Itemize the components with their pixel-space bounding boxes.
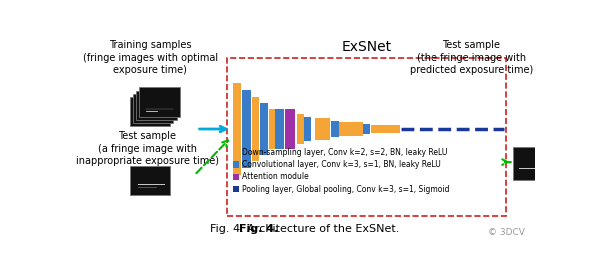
Text: Pooling layer, Global pooling, Conv k=3, s=1, Sigmoid: Pooling layer, Global pooling, Conv k=3,… <box>242 185 450 194</box>
Text: © 3DCV: © 3DCV <box>488 228 525 237</box>
FancyBboxPatch shape <box>130 166 170 195</box>
Bar <box>285 109 295 149</box>
Bar <box>331 121 339 138</box>
Bar <box>227 58 506 216</box>
Bar <box>269 109 276 149</box>
Text: Fig. 4. Architecture of the ExSNet.: Fig. 4. Architecture of the ExSNet. <box>210 224 399 234</box>
Bar <box>275 109 285 149</box>
Bar <box>339 122 362 136</box>
Text: Convolutional layer, Conv k=3, s=1, BN, leaky ReLU: Convolutional layer, Conv k=3, s=1, BN, … <box>242 160 441 169</box>
Bar <box>233 161 239 168</box>
Text: Training samples
(fringe images with optimal
exposure time): Training samples (fringe images with opt… <box>83 40 218 75</box>
Text: Test sample
(a fringe image with
inappropriate exposure time): Test sample (a fringe image with inappro… <box>75 131 219 166</box>
Bar <box>260 103 268 155</box>
FancyBboxPatch shape <box>513 147 553 180</box>
Text: Down-sampling layer, Conv k=2, s=2, BN, leaky ReLU: Down-sampling layer, Conv k=2, s=2, BN, … <box>242 148 448 157</box>
Bar <box>233 174 239 180</box>
FancyBboxPatch shape <box>133 94 173 123</box>
FancyBboxPatch shape <box>130 97 170 126</box>
Bar <box>304 117 311 141</box>
Bar <box>252 97 260 161</box>
Text: Attention module: Attention module <box>242 172 309 181</box>
Bar <box>233 83 241 175</box>
FancyBboxPatch shape <box>140 87 179 117</box>
Bar <box>233 186 239 192</box>
Text: Test sample
(the fringe image with
predicted exposure time): Test sample (the fringe image with predi… <box>410 40 533 75</box>
Text: Fig. 4.: Fig. 4. <box>239 224 279 234</box>
Bar <box>233 149 239 155</box>
FancyBboxPatch shape <box>136 91 176 120</box>
Bar <box>371 125 400 133</box>
Bar <box>364 124 370 134</box>
Bar <box>297 114 304 144</box>
Text: ExSNet: ExSNet <box>342 40 391 54</box>
Bar <box>315 118 330 140</box>
Bar <box>242 90 251 168</box>
